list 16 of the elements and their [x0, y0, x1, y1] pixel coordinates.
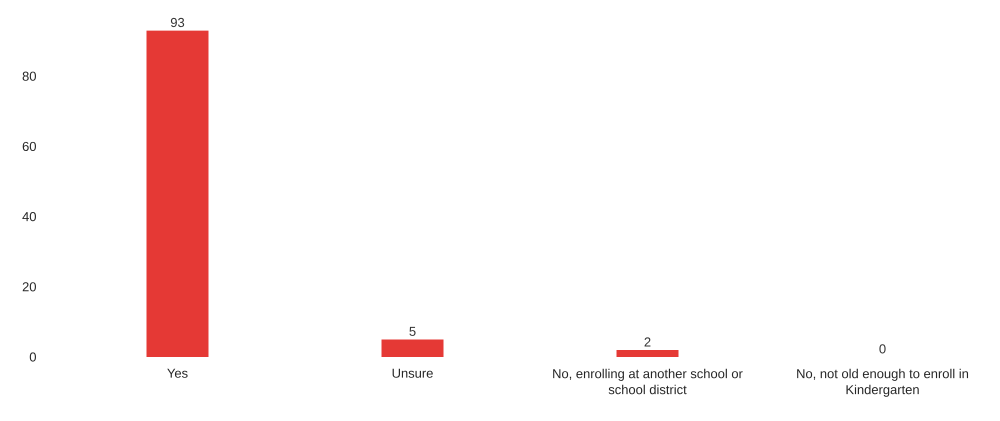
data-label: 93 — [170, 18, 184, 28]
y-tick-label: 60 — [22, 142, 36, 152]
x-tick-label: Unsure — [392, 368, 433, 378]
y-tick-label: 0 — [30, 352, 36, 362]
bar — [382, 339, 444, 357]
x-tick-label: Yes — [167, 368, 188, 378]
bar — [146, 30, 208, 357]
y-tick-label: 80 — [22, 72, 36, 81]
y-tick-label: 40 — [22, 212, 36, 222]
data-label: 5 — [409, 326, 416, 336]
data-label: 0 — [879, 344, 886, 354]
x-tick-label: No, not old enough to enroll in Kindergarten — [797, 368, 968, 397]
y-tick-label: 20 — [22, 282, 36, 292]
bar — [616, 350, 679, 357]
x-tick-label: No, enrolling at another school or school district — [553, 368, 743, 394]
data-label: 2 — [644, 337, 650, 346]
